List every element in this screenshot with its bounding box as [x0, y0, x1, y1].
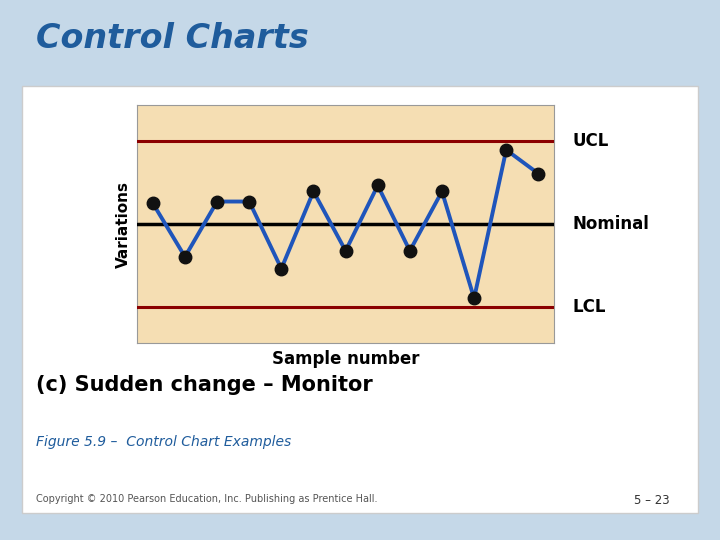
Text: Copyright © 2010 Pearson Education, Inc. Publishing as Prentice Hall.: Copyright © 2010 Pearson Education, Inc.… [36, 494, 377, 504]
Text: Figure 5.9 –  Control Chart Examples: Figure 5.9 – Control Chart Examples [36, 435, 292, 449]
Text: Control Charts: Control Charts [36, 22, 309, 55]
Y-axis label: Variations: Variations [116, 180, 131, 268]
Text: LCL: LCL [572, 298, 606, 316]
Text: (c) Sudden change – Monitor: (c) Sudden change – Monitor [36, 375, 373, 395]
Text: Nominal: Nominal [572, 215, 649, 233]
Text: UCL: UCL [572, 132, 609, 150]
X-axis label: Sample number: Sample number [272, 350, 419, 368]
Text: 5 – 23: 5 – 23 [634, 494, 670, 507]
